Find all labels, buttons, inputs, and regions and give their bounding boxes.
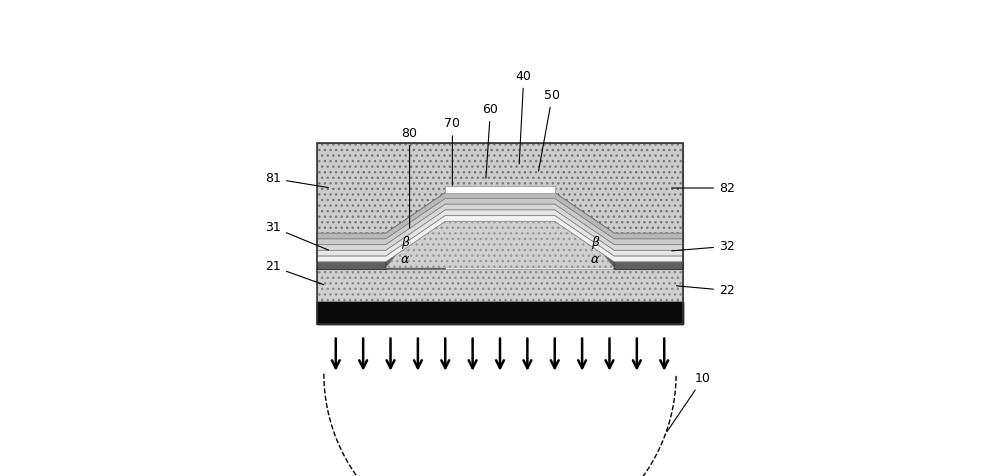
Polygon shape: [386, 194, 614, 268]
Polygon shape: [614, 233, 683, 269]
Polygon shape: [555, 193, 614, 269]
Text: α: α: [591, 253, 599, 266]
Text: 10: 10: [667, 372, 711, 432]
Bar: [317, 143, 683, 324]
Polygon shape: [386, 193, 445, 269]
Text: 81: 81: [265, 172, 328, 188]
Text: β: β: [401, 236, 409, 249]
Text: 21: 21: [265, 260, 324, 285]
Polygon shape: [317, 204, 683, 250]
Polygon shape: [317, 198, 683, 245]
Text: 22: 22: [677, 284, 735, 297]
Polygon shape: [317, 193, 683, 239]
Text: 50: 50: [539, 89, 560, 171]
Polygon shape: [445, 186, 555, 193]
Text: 60: 60: [483, 103, 498, 178]
Text: 32: 32: [672, 240, 735, 253]
Polygon shape: [317, 269, 683, 302]
Text: β: β: [591, 236, 599, 249]
Polygon shape: [317, 302, 683, 324]
Polygon shape: [317, 210, 683, 256]
Text: 82: 82: [672, 181, 735, 195]
Text: 70: 70: [444, 117, 460, 185]
Text: α: α: [401, 253, 409, 266]
Text: 80: 80: [402, 127, 418, 228]
Polygon shape: [317, 216, 683, 262]
Polygon shape: [317, 302, 683, 324]
Text: 31: 31: [265, 221, 328, 250]
Polygon shape: [317, 233, 386, 269]
Polygon shape: [317, 143, 683, 233]
Text: 40: 40: [516, 69, 532, 164]
